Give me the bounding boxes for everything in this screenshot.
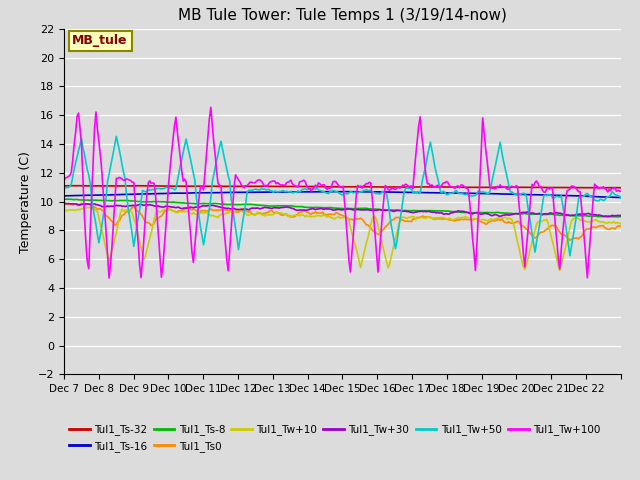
Title: MB Tule Tower: Tule Temps 1 (3/19/14-now): MB Tule Tower: Tule Temps 1 (3/19/14-now… [178,9,507,24]
Legend: Tul1_Ts-32, Tul1_Ts-16, Tul1_Ts-8, Tul1_Ts0, Tul1_Tw+10, Tul1_Tw+30, Tul1_Tw+50,: Tul1_Ts-32, Tul1_Ts-16, Tul1_Ts-8, Tul1_… [69,424,600,452]
Y-axis label: Temperature (C): Temperature (C) [19,151,32,252]
Text: MB_tule: MB_tule [72,35,128,48]
